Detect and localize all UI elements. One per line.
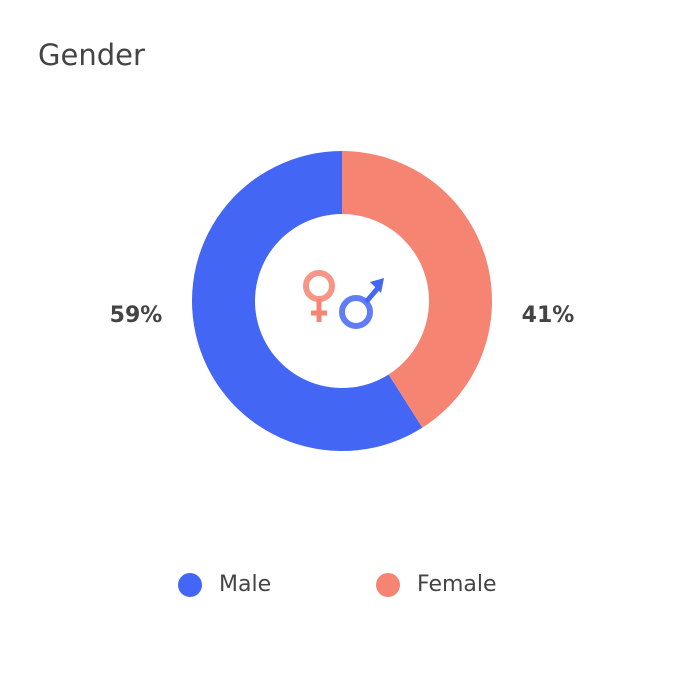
value-label: 41% (522, 303, 575, 328)
legend-label: Male (219, 572, 271, 597)
donut-slice (342, 151, 493, 428)
legend-swatch (376, 573, 400, 597)
value-label: 59% (110, 303, 163, 328)
gender-icon (303, 270, 384, 329)
legend-swatch (178, 573, 202, 597)
legend-label: Female (417, 572, 497, 597)
donut-slice (192, 151, 423, 451)
chart-title: Gender (38, 38, 145, 72)
